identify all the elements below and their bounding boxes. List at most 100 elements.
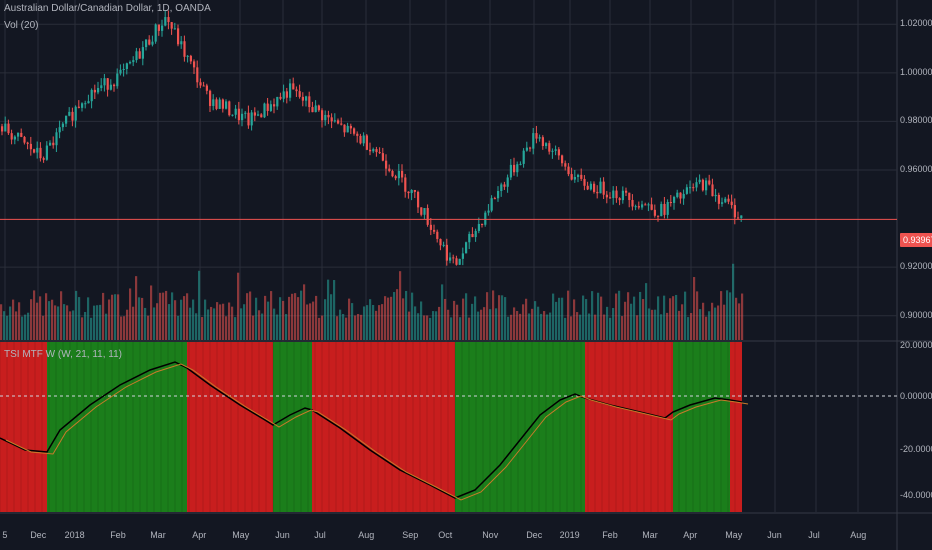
price-axis-label: 0.98000: [900, 115, 932, 126]
volume-bar: [63, 304, 66, 340]
candle-body: [349, 125, 352, 129]
volume-bar: [636, 315, 639, 340]
volume-bar: [84, 311, 87, 340]
volume-bar: [447, 309, 450, 340]
candle-body: [122, 68, 125, 70]
volume-bar: [729, 292, 732, 340]
volume-bar: [498, 295, 501, 340]
volume-legend[interactable]: Vol (20): [4, 20, 39, 31]
candle-body: [135, 51, 138, 61]
candle-body: [263, 103, 266, 118]
candle-body: [381, 153, 384, 161]
volume-bar: [132, 306, 135, 340]
volume-bar: [165, 290, 168, 340]
time-axis-label: Feb: [602, 530, 618, 540]
volume-bar: [657, 296, 660, 340]
volume-bar: [639, 291, 642, 340]
candle-body: [676, 192, 679, 197]
candle-body: [733, 205, 736, 218]
volume-bar: [240, 308, 243, 340]
candle-body: [231, 114, 234, 116]
volume-bar: [468, 317, 471, 340]
volume-bar: [354, 315, 357, 340]
candle-body: [7, 123, 10, 134]
volume-bar: [342, 313, 345, 340]
candle-body: [247, 112, 250, 126]
volume-bar: [324, 299, 327, 340]
volume-bar: [93, 305, 96, 340]
tsi-line: [0, 361, 743, 499]
volume-bar: [357, 313, 360, 340]
volume-bar: [108, 299, 111, 340]
indicator-axis-label: 20.00000: [900, 340, 932, 350]
volume-bar: [540, 313, 543, 340]
volume-bar: [360, 314, 363, 340]
volume-bar: [384, 296, 387, 340]
volume-bar: [327, 279, 330, 340]
volume-bar: [480, 309, 483, 340]
candle-body: [397, 170, 400, 179]
volume-bar: [720, 291, 723, 340]
volume-bar: [504, 297, 507, 340]
volume-bar: [30, 299, 33, 340]
volume-bar: [138, 297, 141, 340]
volume-bar: [654, 309, 657, 340]
volume-bar: [126, 309, 129, 340]
candle-body: [535, 133, 538, 139]
volume-bar: [708, 311, 711, 340]
candle-body: [17, 132, 20, 137]
volume-bar: [396, 289, 399, 340]
candle-body: [327, 114, 330, 118]
candle-body: [212, 99, 215, 106]
volume-bar: [279, 297, 282, 340]
candle-body: [551, 150, 554, 152]
volume-bar: [393, 292, 396, 340]
candle-body: [660, 203, 663, 217]
candle-body: [282, 91, 285, 99]
symbol-title[interactable]: Australian Dollar/Canadian Dollar, 1D, O…: [4, 3, 211, 14]
candle-body: [554, 149, 557, 151]
candle-body: [615, 190, 618, 199]
volume-bar: [390, 296, 393, 340]
candle-body: [593, 183, 596, 192]
volume-bar: [372, 304, 375, 340]
volume-bar: [42, 315, 45, 340]
candle-body: [228, 101, 231, 116]
volume-bar: [171, 292, 174, 340]
volume-bar: [660, 314, 663, 340]
volume-bar: [624, 301, 627, 340]
volume-bar: [426, 315, 429, 340]
candle-body: [225, 101, 228, 109]
volume-bar: [150, 285, 153, 340]
time-axis-label: Dec: [526, 530, 543, 540]
candle-body: [257, 114, 260, 116]
volume-bar: [453, 300, 456, 340]
volume-bar: [246, 293, 249, 340]
volume-bar: [684, 291, 687, 340]
candle-body: [218, 99, 221, 109]
volume-bar: [174, 300, 177, 340]
volume-bar: [333, 280, 336, 340]
indicator-zone-bear: [312, 342, 455, 512]
candle-body: [311, 107, 314, 113]
volume-bar: [270, 291, 273, 340]
candle-body: [39, 147, 42, 159]
candle-body: [570, 174, 573, 180]
candle-body: [301, 96, 304, 101]
volume-bar: [339, 309, 342, 340]
indicator-legend[interactable]: TSI MTF W (W, 21, 11, 11): [4, 349, 122, 360]
time-axis-label: May: [232, 530, 250, 540]
volume-bar: [195, 313, 198, 340]
volume-bar: [213, 308, 216, 340]
candle-body: [55, 132, 58, 146]
volume-bar: [735, 297, 738, 340]
indicator-axis-label: -20.00000: [900, 444, 932, 454]
volume-bar: [501, 295, 504, 340]
volume-bar: [114, 294, 117, 340]
volume-bar: [147, 315, 150, 340]
volume-bar: [378, 305, 381, 340]
candle-body: [429, 224, 432, 230]
volume-bar: [222, 303, 225, 340]
indicator-zone-bull: [455, 342, 585, 512]
